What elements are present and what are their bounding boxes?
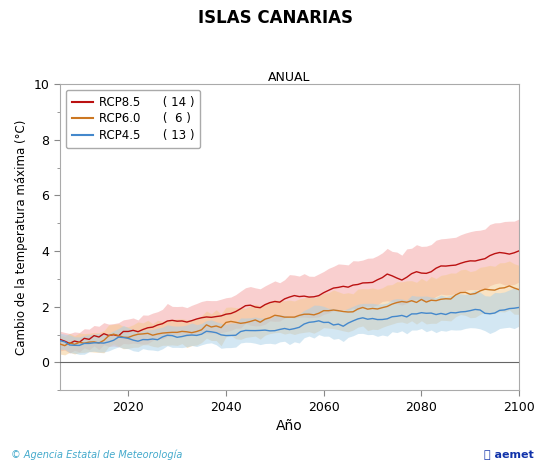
Legend: RCP8.5      ( 14 ), RCP6.0      (  6 ), RCP4.5      ( 13 ): RCP8.5 ( 14 ), RCP6.0 ( 6 ), RCP4.5 ( 13… [66,90,200,148]
Text: © Agencia Estatal de Meteorología: © Agencia Estatal de Meteorología [11,449,183,460]
Text: 🐦 aemet: 🐦 aemet [484,450,534,460]
Text: ISLAS CANARIAS: ISLAS CANARIAS [197,9,353,27]
Y-axis label: Cambio de la temperatura máxima (°C): Cambio de la temperatura máxima (°C) [15,120,28,355]
X-axis label: Año: Año [276,419,303,433]
Title: ANUAL: ANUAL [268,71,311,84]
